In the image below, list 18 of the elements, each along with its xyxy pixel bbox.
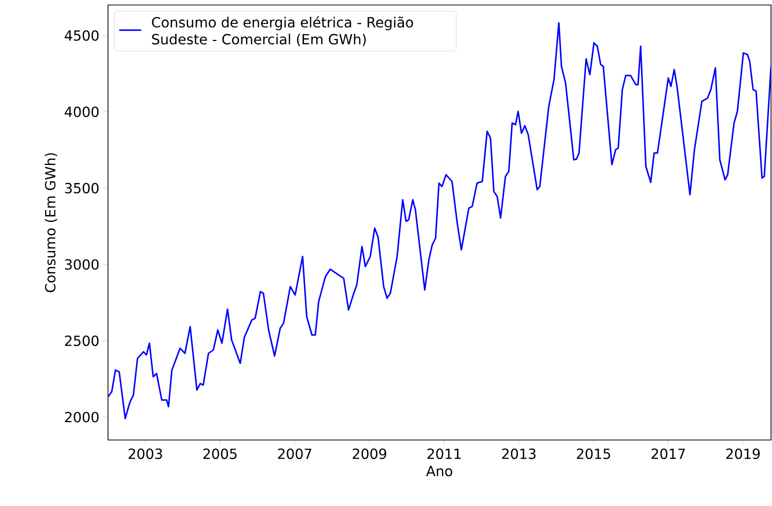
x-tick-label: 2011 — [427, 448, 461, 460]
x-tick-label: 2019 — [726, 448, 760, 460]
x-axis-title: Ano — [426, 466, 452, 476]
y-tick-label: 3000 — [65, 259, 99, 270]
x-tick-label: 2013 — [502, 448, 536, 460]
x-tick-label: 2005 — [203, 448, 237, 460]
y-tick-label: 4500 — [64, 30, 99, 41]
y-axis-title: Consumo (Em GWh) — [44, 153, 58, 292]
x-tick-label: 2003 — [128, 448, 162, 460]
y-tick-label: 2000 — [65, 412, 99, 422]
y-tick-label: 4000 — [64, 106, 99, 118]
legend-label: Consumo de energia elétrica - Região Sudeste - Comercial (Em GWh) — [152, 16, 413, 46]
x-tick-label: 2009 — [352, 448, 386, 460]
x-tick-label: 2015 — [576, 448, 610, 460]
x-tick-label: 2007 — [278, 448, 312, 460]
y-tick-label: 2500 — [65, 336, 99, 346]
x-tick-label: 2017 — [652, 448, 685, 460]
y-tick-label: 3500 — [65, 182, 99, 194]
